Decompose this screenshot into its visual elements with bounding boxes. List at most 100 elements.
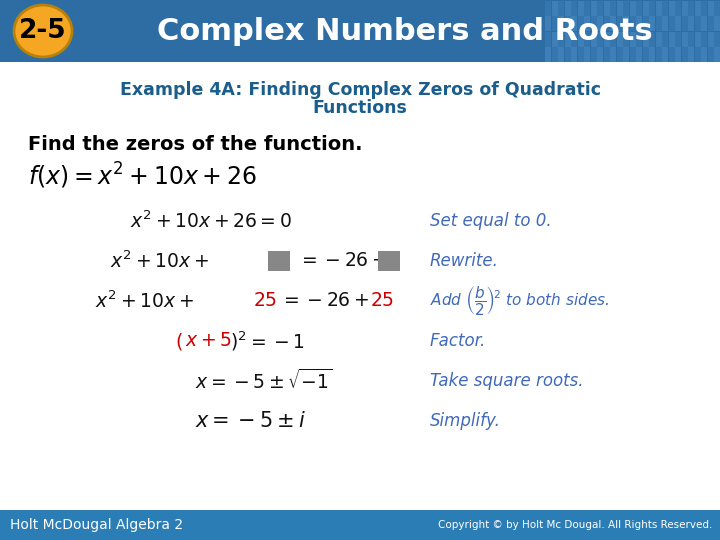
Text: Functions: Functions — [312, 99, 408, 117]
Bar — [597, 1, 603, 16]
Text: Complex Numbers and Roots: Complex Numbers and Roots — [157, 17, 653, 45]
Bar — [623, 16, 629, 31]
Bar — [0, 0, 720, 62]
Bar — [675, 1, 681, 16]
Bar — [558, 47, 564, 62]
Bar — [564, 1, 571, 16]
Bar — [695, 1, 701, 16]
Bar — [545, 47, 552, 62]
Bar — [682, 31, 688, 46]
Text: $($: $($ — [175, 330, 183, 352]
Bar — [564, 16, 571, 31]
Text: Example 4A: Finding Complex Zeros of Quadratic: Example 4A: Finding Complex Zeros of Qua… — [120, 81, 600, 99]
Bar — [642, 16, 649, 31]
Bar — [668, 16, 675, 31]
Bar — [552, 1, 558, 16]
Bar — [610, 31, 616, 46]
Bar — [649, 1, 655, 16]
Text: Holt McDougal Algebra 2: Holt McDougal Algebra 2 — [10, 518, 183, 532]
Bar — [649, 31, 655, 46]
Bar — [682, 1, 688, 16]
Bar — [597, 16, 603, 31]
Bar — [623, 1, 629, 16]
Bar — [714, 31, 720, 46]
Bar — [577, 1, 584, 16]
Bar — [695, 47, 701, 62]
Bar — [701, 16, 707, 31]
Bar — [642, 31, 649, 46]
Bar — [695, 31, 701, 46]
Bar — [571, 47, 577, 62]
Bar — [597, 31, 603, 46]
Bar — [552, 47, 558, 62]
Bar — [623, 47, 629, 62]
Bar — [558, 1, 564, 16]
Bar — [590, 16, 597, 31]
Text: $\mathit{x} + 5$: $\mathit{x} + 5$ — [185, 332, 232, 350]
Bar — [688, 47, 694, 62]
Text: Copyright © by Holt Mc Dougal. All Rights Reserved.: Copyright © by Holt Mc Dougal. All Right… — [438, 520, 712, 530]
Text: 2-5: 2-5 — [19, 18, 67, 44]
Text: $\mathit{x}^2 + 10\mathit{x} +$: $\mathit{x}^2 + 10\mathit{x} +$ — [95, 291, 194, 312]
Bar — [564, 31, 571, 46]
Bar — [708, 1, 714, 16]
Bar — [577, 47, 584, 62]
Bar — [701, 47, 707, 62]
Bar — [655, 16, 662, 31]
Bar — [636, 1, 642, 16]
Bar — [545, 1, 552, 16]
Bar — [662, 31, 668, 46]
Bar — [603, 1, 610, 16]
Bar — [649, 47, 655, 62]
Bar — [616, 16, 623, 31]
Bar — [655, 47, 662, 62]
Text: $25$: $25$ — [370, 292, 394, 310]
Bar — [675, 16, 681, 31]
Ellipse shape — [14, 5, 72, 57]
Bar — [610, 1, 616, 16]
Bar — [708, 31, 714, 46]
Bar — [268, 251, 290, 271]
Bar — [662, 16, 668, 31]
Bar — [552, 31, 558, 46]
Bar — [616, 31, 623, 46]
Bar — [636, 16, 642, 31]
Bar — [682, 16, 688, 31]
Bar — [662, 1, 668, 16]
Bar — [610, 47, 616, 62]
Bar — [701, 31, 707, 46]
Bar — [558, 31, 564, 46]
Bar — [675, 47, 681, 62]
Bar — [642, 47, 649, 62]
Bar — [545, 31, 552, 46]
Bar — [616, 1, 623, 16]
Bar — [571, 31, 577, 46]
Bar — [603, 16, 610, 31]
Bar — [584, 1, 590, 16]
Bar — [378, 251, 400, 271]
Text: Add $\left(\dfrac{b}{2}\right)^{\!2}$ to both sides.: Add $\left(\dfrac{b}{2}\right)^{\!2}$ to… — [430, 285, 609, 318]
Text: $\mathit{x} = -5 \pm \mathit{i}$: $\mathit{x} = -5 \pm \mathit{i}$ — [195, 411, 306, 431]
Bar — [655, 31, 662, 46]
Bar — [623, 31, 629, 46]
Bar — [668, 1, 675, 16]
Bar — [603, 31, 610, 46]
Bar — [545, 16, 552, 31]
Bar — [708, 47, 714, 62]
Bar — [629, 16, 636, 31]
Bar — [714, 16, 720, 31]
Bar — [688, 31, 694, 46]
Text: $\mathit{f}(\mathit{x}) = \mathit{x}^2 + 10\mathit{x} + 26$: $\mathit{f}(\mathit{x}) = \mathit{x}^2 +… — [28, 161, 256, 191]
Bar — [688, 16, 694, 31]
Bar — [714, 47, 720, 62]
Bar — [552, 16, 558, 31]
Bar — [603, 47, 610, 62]
Bar — [590, 1, 597, 16]
Bar — [682, 47, 688, 62]
Bar — [662, 47, 668, 62]
Bar — [616, 47, 623, 62]
Text: $\mathit{x} = -5 \pm \sqrt{-1}$: $\mathit{x} = -5 \pm \sqrt{-1}$ — [195, 369, 333, 393]
Text: Simplify.: Simplify. — [430, 412, 501, 430]
Bar — [558, 16, 564, 31]
Bar — [695, 16, 701, 31]
